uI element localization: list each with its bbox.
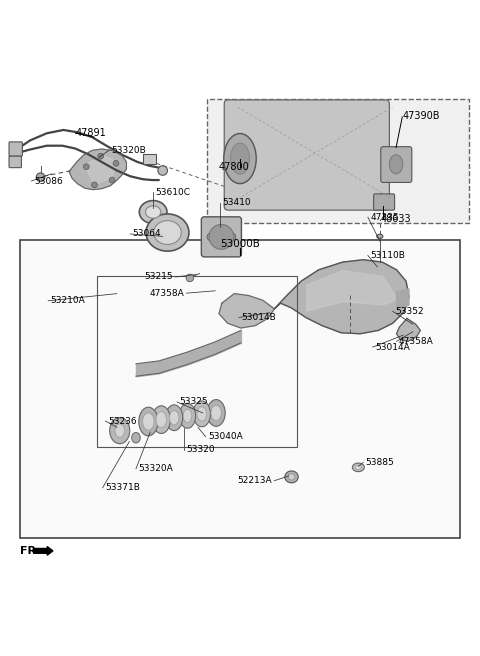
Polygon shape — [219, 294, 275, 328]
Ellipse shape — [154, 220, 181, 245]
Ellipse shape — [180, 403, 196, 428]
Text: 53236: 53236 — [108, 417, 136, 426]
Text: 53610C: 53610C — [156, 188, 191, 197]
Circle shape — [84, 164, 89, 169]
FancyBboxPatch shape — [9, 156, 22, 168]
Text: 48633: 48633 — [381, 215, 411, 224]
Ellipse shape — [193, 401, 210, 427]
Ellipse shape — [169, 411, 179, 425]
Ellipse shape — [197, 407, 206, 421]
Text: 47358A: 47358A — [399, 337, 433, 346]
FancyBboxPatch shape — [201, 216, 241, 257]
Bar — [97, 276, 297, 447]
Bar — [206, 99, 469, 223]
Circle shape — [109, 177, 115, 183]
Text: FR.: FR. — [20, 546, 40, 556]
Text: 53210A: 53210A — [50, 297, 85, 305]
Circle shape — [98, 154, 104, 159]
Text: 47358A: 47358A — [149, 289, 184, 298]
Ellipse shape — [207, 230, 236, 243]
FancyBboxPatch shape — [9, 142, 23, 156]
FancyBboxPatch shape — [224, 100, 389, 210]
Ellipse shape — [139, 407, 158, 436]
Text: 53885: 53885 — [365, 458, 394, 467]
Text: 53086: 53086 — [34, 176, 62, 186]
Ellipse shape — [156, 411, 167, 428]
Text: 53014B: 53014B — [241, 313, 276, 322]
Ellipse shape — [110, 417, 130, 443]
Polygon shape — [396, 318, 420, 341]
Ellipse shape — [211, 405, 221, 420]
Ellipse shape — [207, 400, 225, 426]
Circle shape — [209, 224, 234, 249]
Text: 53040A: 53040A — [208, 432, 243, 441]
Circle shape — [158, 166, 168, 175]
Text: 47335: 47335 — [370, 213, 399, 222]
Circle shape — [92, 182, 97, 188]
Ellipse shape — [152, 406, 170, 434]
Bar — [21, 239, 459, 538]
Polygon shape — [307, 271, 397, 312]
Text: 53320: 53320 — [186, 445, 215, 454]
Ellipse shape — [143, 413, 154, 430]
Text: 53320B: 53320B — [111, 146, 146, 155]
Ellipse shape — [183, 409, 192, 422]
Text: 53064: 53064 — [132, 230, 161, 239]
Text: 53320A: 53320A — [138, 464, 173, 473]
Text: 52213A: 52213A — [237, 476, 272, 485]
Text: 53215: 53215 — [144, 272, 173, 281]
Ellipse shape — [115, 424, 124, 438]
Text: 47800: 47800 — [218, 161, 249, 172]
Polygon shape — [396, 289, 409, 310]
Ellipse shape — [356, 465, 361, 470]
Ellipse shape — [145, 206, 161, 218]
Text: 53352: 53352 — [395, 307, 424, 316]
Text: 53325: 53325 — [180, 398, 208, 407]
Circle shape — [186, 274, 194, 281]
Ellipse shape — [288, 474, 295, 480]
FancyBboxPatch shape — [143, 154, 156, 164]
Polygon shape — [275, 260, 409, 334]
Circle shape — [36, 173, 45, 182]
Ellipse shape — [285, 471, 298, 483]
Ellipse shape — [139, 201, 167, 224]
Text: 47390B: 47390B — [402, 111, 440, 121]
Ellipse shape — [166, 405, 183, 430]
Ellipse shape — [146, 214, 189, 251]
FancyBboxPatch shape — [381, 147, 412, 182]
Ellipse shape — [224, 134, 256, 184]
Polygon shape — [85, 155, 118, 185]
Ellipse shape — [389, 155, 403, 174]
Circle shape — [113, 161, 119, 166]
Text: 53371B: 53371B — [105, 483, 140, 493]
Ellipse shape — [352, 463, 364, 472]
Text: 53014A: 53014A — [375, 342, 410, 352]
Text: 53410: 53410 — [222, 199, 251, 207]
FancyArrow shape — [34, 546, 53, 555]
FancyBboxPatch shape — [373, 194, 395, 210]
Ellipse shape — [377, 234, 383, 239]
Text: 53000B: 53000B — [220, 239, 260, 249]
Text: 53110B: 53110B — [370, 251, 405, 260]
Text: 47891: 47891 — [75, 129, 106, 138]
Polygon shape — [69, 149, 126, 190]
Ellipse shape — [132, 432, 140, 443]
Ellipse shape — [230, 143, 250, 174]
